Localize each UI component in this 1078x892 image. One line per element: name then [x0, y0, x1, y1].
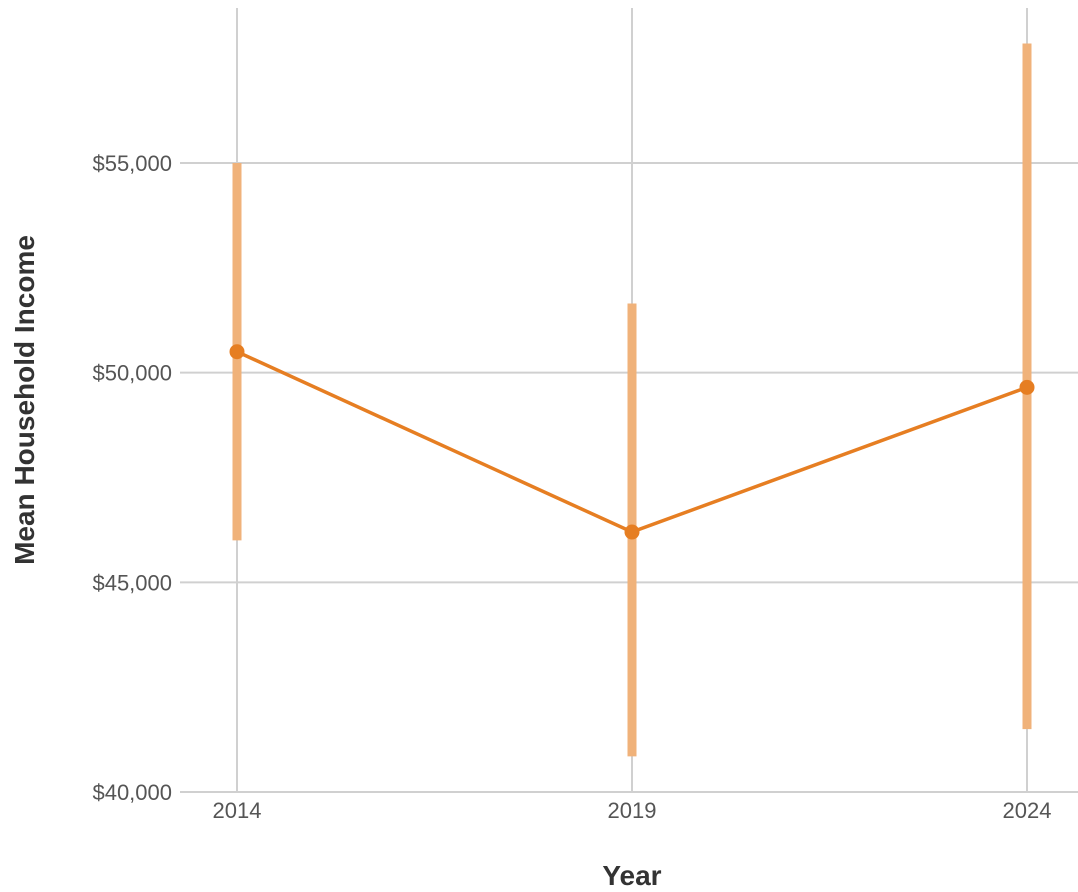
x-tick-label: 2019 [608, 798, 657, 823]
x-axis-title: Year [602, 860, 661, 891]
y-tick-label: $40,000 [92, 780, 172, 805]
y-tick-label: $45,000 [92, 570, 172, 595]
y-tick-label: $55,000 [92, 151, 172, 176]
data-point-2014 [229, 344, 245, 360]
y-tick-label: $50,000 [92, 361, 172, 386]
data-points [229, 344, 1035, 540]
y-axis-title: Mean Household Income [9, 235, 40, 565]
x-tick-label: 2024 [1003, 798, 1052, 823]
tick-labels: $40,000 $45,000 $50,000 $55,000 2014 2019 2024 [92, 151, 1051, 823]
data-point-2019 [624, 524, 640, 540]
data-point-2024 [1019, 379, 1035, 395]
x-tick-label: 2014 [213, 798, 262, 823]
